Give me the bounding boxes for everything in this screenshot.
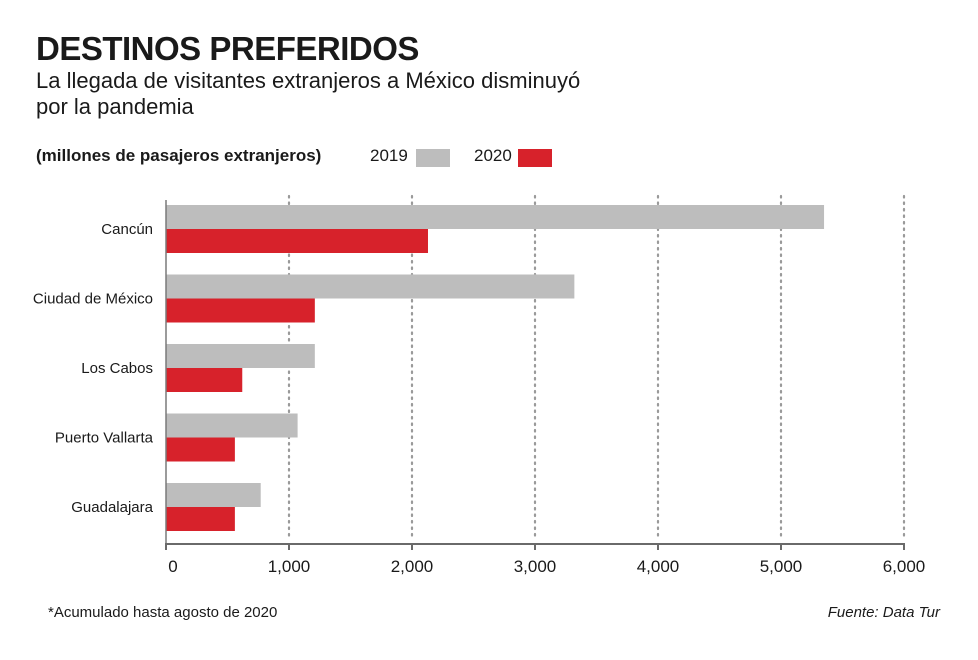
x-tick-label: 3,000 xyxy=(514,557,557,576)
bar-2020-4 xyxy=(166,507,235,531)
legend-swatch-2020 xyxy=(518,149,552,167)
bar-2020-2 xyxy=(166,368,243,392)
x-tick-label: 1,000 xyxy=(268,557,311,576)
source-credit: Fuente: Data Tur xyxy=(827,604,940,621)
x-tick-label: 6,000 xyxy=(883,557,926,576)
bar-2019-2 xyxy=(166,344,315,368)
category-label: Los Cabos xyxy=(81,360,153,377)
chart-subtitle: La llegada de visitantes extranjeros a M… xyxy=(36,68,581,119)
chart-title: DESTINOS PREFERIDOS xyxy=(36,30,419,67)
bar-2020-1 xyxy=(166,298,315,323)
x-tick-label: 5,000 xyxy=(760,557,803,576)
category-label: Ciudad de México xyxy=(33,291,153,308)
category-label: Cancún xyxy=(101,221,153,238)
legend-swatch-2019 xyxy=(416,149,450,167)
category-label: Guadalajara xyxy=(71,499,153,516)
footnote: *Acumulado hasta agosto de 2020 xyxy=(48,604,278,621)
bar-2020-0 xyxy=(166,229,428,253)
x-tick-label: 0 xyxy=(168,557,177,576)
bar-2019-0 xyxy=(166,205,825,229)
legend-label-2019: 2019 xyxy=(370,146,408,165)
bar-2019-3 xyxy=(166,413,298,438)
x-tick-label: 4,000 xyxy=(637,557,680,576)
bar-2019-4 xyxy=(166,483,261,507)
x-tick-label: 2,000 xyxy=(391,557,434,576)
bar-2020-3 xyxy=(166,437,235,462)
bar-2019-1 xyxy=(166,274,575,299)
category-label: Puerto Vallarta xyxy=(55,430,154,447)
legend-label-2020: 2020 xyxy=(474,146,512,165)
units-label: (millones de pasajeros extranjeros) xyxy=(36,146,322,165)
